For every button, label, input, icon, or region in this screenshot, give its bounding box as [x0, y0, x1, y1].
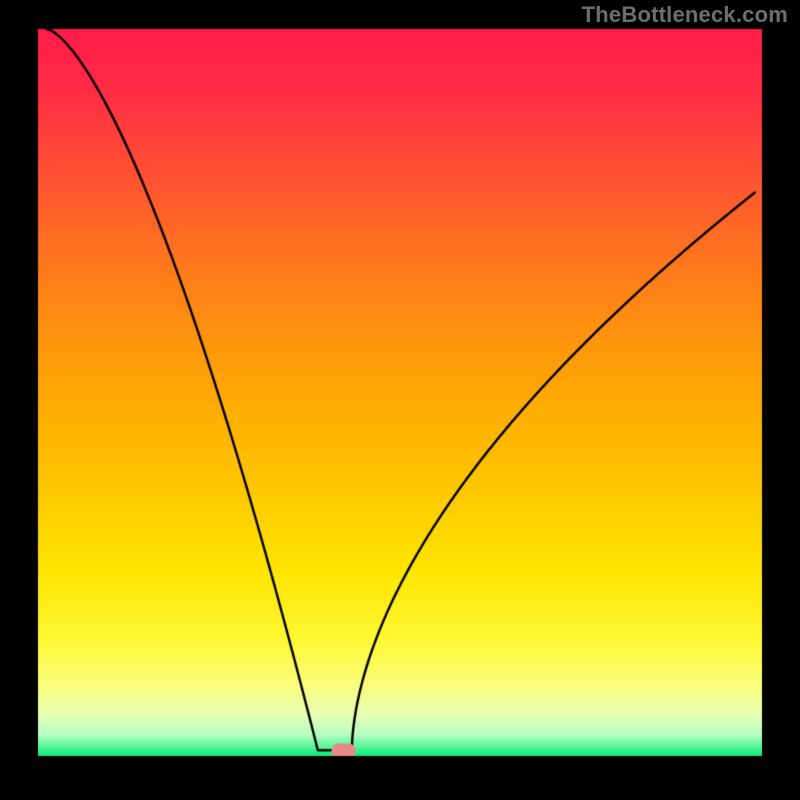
chart-container: TheBottleneck.com: [0, 0, 800, 800]
bottleneck-chart-canvas: [0, 0, 800, 800]
watermark-text: TheBottleneck.com: [582, 2, 788, 28]
